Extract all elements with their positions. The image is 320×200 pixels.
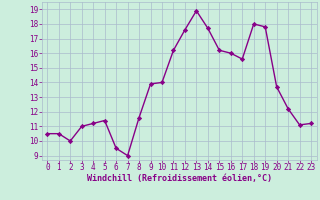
X-axis label: Windchill (Refroidissement éolien,°C): Windchill (Refroidissement éolien,°C) (87, 174, 272, 183)
